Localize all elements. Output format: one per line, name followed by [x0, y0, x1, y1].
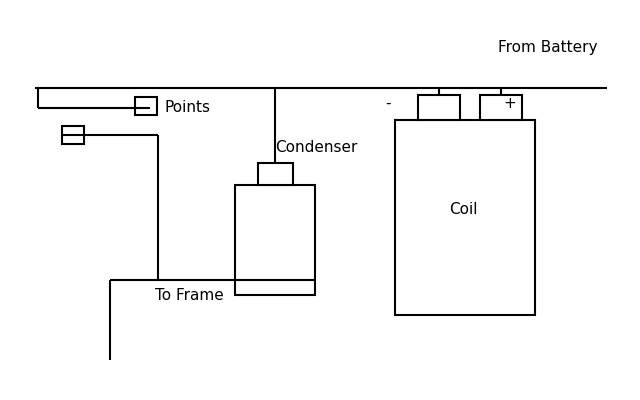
- Bar: [258, 163, 293, 185]
- Text: Coil: Coil: [449, 202, 477, 218]
- Bar: [235, 185, 315, 295]
- Bar: [480, 95, 522, 120]
- Text: From Battery: From Battery: [499, 40, 598, 55]
- Text: -: -: [385, 96, 391, 110]
- Bar: [62, 126, 84, 144]
- Bar: [418, 95, 460, 120]
- Text: To Frame: To Frame: [155, 288, 224, 302]
- Text: Condenser: Condenser: [275, 140, 357, 156]
- Bar: [135, 97, 157, 115]
- Bar: [395, 120, 535, 315]
- Text: +: +: [504, 96, 516, 110]
- Text: Points: Points: [165, 100, 211, 116]
